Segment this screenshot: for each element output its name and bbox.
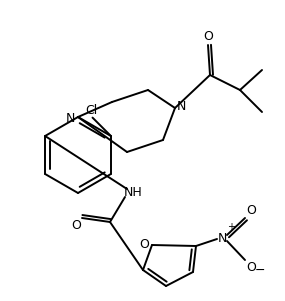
Text: O: O [246,261,256,274]
Text: O: O [246,204,256,217]
Text: NH: NH [124,187,142,200]
Text: Cl: Cl [86,104,98,116]
Text: N: N [217,231,227,244]
Text: N: N [177,101,186,113]
Text: +: + [227,222,235,232]
Text: −: − [255,264,266,277]
Text: O: O [139,237,149,250]
Text: N: N [66,113,75,126]
Text: O: O [71,219,81,232]
Text: O: O [203,30,213,43]
